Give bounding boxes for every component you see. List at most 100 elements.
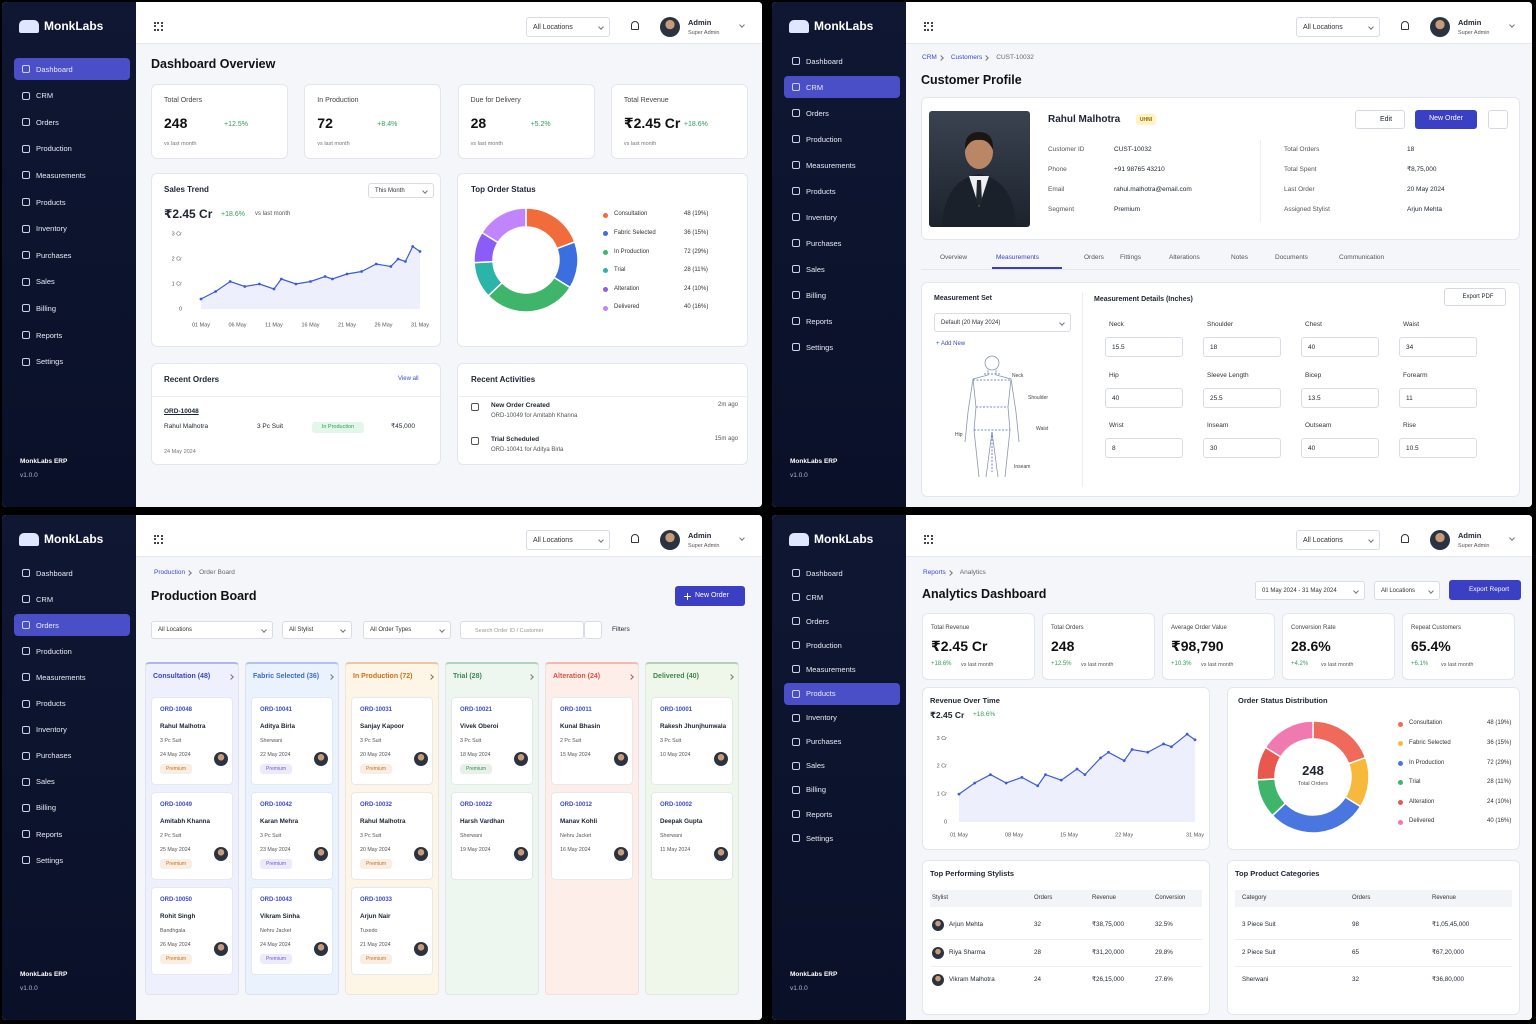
nav-item[interactable]: Measurements xyxy=(14,164,130,186)
measure-input[interactable]: 8 xyxy=(1105,438,1183,458)
order-card[interactable]: ORD-10022 Harsh Vardhan Sherwani 19 May 202… xyxy=(451,792,533,880)
export-button[interactable]: Export Report xyxy=(1449,580,1521,600)
apps-icon[interactable] xyxy=(924,22,933,31)
filter-select[interactable]: All Locations xyxy=(151,621,273,639)
location-filter[interactable]: All Locations xyxy=(1374,581,1440,600)
order-card[interactable]: ORD-10001 Rakesh Jhunjhunwala 3 Pc Suit 10 … xyxy=(651,697,733,785)
new-order-button[interactable]: New Order xyxy=(1415,110,1477,129)
nav-item[interactable]: Settings xyxy=(14,849,130,871)
nav-item[interactable]: Sales xyxy=(14,271,130,293)
search-button[interactable] xyxy=(584,621,602,639)
measure-input[interactable]: 40 xyxy=(1301,438,1379,458)
bell[interactable] xyxy=(631,21,639,30)
order-card[interactable]: ORD-10021 Vivek Oberoi 3 Pc Suit 18 May 202… xyxy=(451,697,533,785)
date-range[interactable]: 01 May 2024 - 31 May 2024 xyxy=(1255,581,1365,600)
nav-item[interactable]: Dashboard xyxy=(784,562,900,584)
nav-item[interactable]: Production xyxy=(784,128,900,150)
measure-input[interactable]: 40 xyxy=(1105,387,1183,408)
nav-item[interactable]: Billing xyxy=(14,297,130,319)
order-card[interactable]: ORD-10031 Sanjay Kapoor 3 Pc Suit 20 May 20… xyxy=(351,697,433,785)
nav-item[interactable]: Production xyxy=(14,640,130,662)
nav-item[interactable]: Measurements xyxy=(784,658,900,680)
measure-input[interactable]: 18 xyxy=(1203,337,1281,357)
measure-input[interactable]: 34 xyxy=(1399,337,1477,357)
nav-item[interactable]: Billing xyxy=(14,797,130,819)
nav-item[interactable]: Inventory xyxy=(14,218,130,240)
nav-item[interactable]: Reports xyxy=(14,324,130,346)
nav-item[interactable]: Dashboard xyxy=(14,58,130,80)
nav-item[interactable]: Orders xyxy=(784,610,900,632)
order-card[interactable]: ORD-10043 Vikram Sinha Nehru Jacket 24 May … xyxy=(251,887,333,975)
order-card[interactable]: ORD-10032 Rahul Malhotra 3 Pc Suit 20 May 2… xyxy=(351,792,433,880)
measure-input[interactable]: 15.5 xyxy=(1105,337,1183,357)
edit-button[interactable]: Edit xyxy=(1355,110,1405,129)
order-card[interactable]: ORD-10041 Aditya Birla Sherwani 22 May 2024… xyxy=(251,697,333,785)
set-select[interactable]: Default (20 May 2024) xyxy=(934,313,1071,332)
tab[interactable]: Notes xyxy=(1231,254,1248,262)
location-select[interactable]: All Locations xyxy=(526,530,610,550)
order-card[interactable]: ORD-10033 Arjun Nair Tuxedo 21 May 2024 Prem… xyxy=(351,887,433,975)
tab[interactable]: Measurements xyxy=(996,254,1039,262)
measure-input[interactable]: 25.5 xyxy=(1203,387,1281,408)
search[interactable]: Search Order ID / Customer xyxy=(460,621,584,639)
nav-item[interactable]: Products xyxy=(14,693,130,715)
nav-item[interactable]: Products xyxy=(14,191,130,213)
measure-input[interactable]: 11 xyxy=(1399,387,1477,408)
location-select[interactable]: All Locations xyxy=(1296,530,1380,550)
nav-item[interactable]: CRM xyxy=(784,586,900,608)
bell[interactable] xyxy=(1401,21,1409,30)
tab[interactable]: Communication xyxy=(1339,254,1385,262)
nav-item[interactable]: Production xyxy=(784,634,900,656)
nav-item[interactable]: Billing xyxy=(784,779,900,801)
nav-item[interactable]: Products xyxy=(784,180,900,202)
order-card[interactable]: ORD-10011 Kunal Bhasin 2 Pc Suit 15 May 202… xyxy=(551,697,633,785)
nav-item[interactable]: Billing xyxy=(784,284,900,306)
nav-item[interactable]: Orders xyxy=(14,111,130,133)
nav-item[interactable]: Sales xyxy=(14,771,130,793)
nav-item[interactable]: Settings xyxy=(14,351,130,373)
nav-item[interactable]: Dashboard xyxy=(14,562,130,584)
export-button[interactable]: Export PDF xyxy=(1444,288,1506,306)
filter-select[interactable]: All Order Types xyxy=(363,621,451,639)
apps-icon[interactable] xyxy=(154,22,163,31)
order-card[interactable]: ORD-10002 Deepak Gupta Sherwani 11 May 2024 xyxy=(651,792,733,880)
nav-item[interactable]: Purchases xyxy=(784,232,900,254)
nav-item[interactable]: Production xyxy=(14,138,130,160)
nav-item[interactable]: Purchases xyxy=(784,731,900,753)
order-card[interactable]: ORD-10050 Rohit Singh Bandhgala 26 May 2024… xyxy=(151,887,233,975)
filter-select[interactable]: All Stylist xyxy=(282,621,352,639)
nav-item[interactable]: Inventory xyxy=(784,707,900,729)
nav-item[interactable]: Reports xyxy=(784,310,900,332)
more-button[interactable] xyxy=(1488,110,1508,129)
measure-input[interactable]: 10.5 xyxy=(1399,438,1477,458)
order-card[interactable]: ORD-10048 Rahul Malhotra 3 Pc Suit 24 May 2… xyxy=(151,697,233,785)
apps-icon[interactable] xyxy=(154,535,163,544)
tab[interactable]: Alterations xyxy=(1169,254,1200,262)
tab[interactable]: Overview xyxy=(940,254,968,262)
nav-item[interactable]: Reports xyxy=(784,803,900,825)
nav-item[interactable]: Sales xyxy=(784,755,900,777)
nav-item[interactable]: Purchases xyxy=(14,244,130,266)
nav-item[interactable]: Products xyxy=(784,682,900,705)
order-card[interactable]: ORD-10012 Manav Kohli Nehru Jacket 16 May 2… xyxy=(551,792,633,880)
tab[interactable]: Fittings xyxy=(1120,254,1141,262)
nav-item[interactable]: Settings xyxy=(784,336,900,358)
measure-input[interactable]: 13.5 xyxy=(1301,387,1379,408)
location-select[interactable]: All Locations xyxy=(1296,17,1380,37)
measure-input[interactable]: 40 xyxy=(1301,337,1379,357)
nav-item[interactable]: Purchases xyxy=(14,745,130,767)
nav-item[interactable]: Reports xyxy=(14,823,130,845)
apps-icon[interactable] xyxy=(924,535,933,544)
new-order-button[interactable]: New Order xyxy=(675,586,745,606)
nav-item[interactable]: Dashboard xyxy=(784,50,900,72)
add-new[interactable]: + Add New xyxy=(936,341,966,348)
tab[interactable]: Orders xyxy=(1084,254,1104,262)
nav-item[interactable]: Inventory xyxy=(14,719,130,741)
nav-item[interactable]: CRM xyxy=(14,588,130,610)
nav-item[interactable]: Measurements xyxy=(784,154,900,176)
filters-button[interactable]: Filters xyxy=(612,626,630,634)
bell[interactable] xyxy=(631,534,639,543)
nav-item[interactable]: Sales xyxy=(784,258,900,280)
nav-item[interactable]: CRM xyxy=(14,85,130,107)
period-select[interactable]: This Month xyxy=(368,183,434,198)
